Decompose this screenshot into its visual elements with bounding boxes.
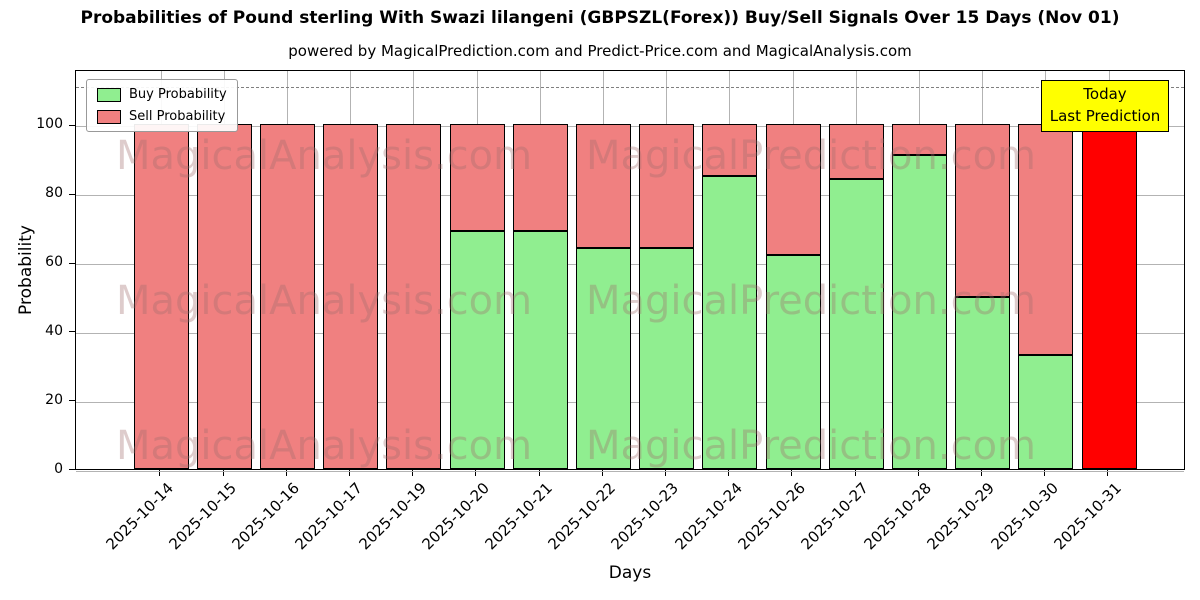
bar-segment-buy xyxy=(575,248,631,469)
legend-label-sell: Sell Probability xyxy=(129,109,226,124)
y-tick-mark xyxy=(69,469,75,471)
today-annotation-line2: Last Prediction xyxy=(1049,106,1161,125)
legend-swatch-sell xyxy=(97,109,121,124)
bar-segment-sell xyxy=(259,124,315,469)
bar-segment-sell xyxy=(1018,124,1074,356)
x-tick-label: 2025-10-15 xyxy=(165,479,240,554)
x-axis-label: Days xyxy=(608,563,652,583)
y-tick-mark xyxy=(69,400,75,402)
x-tick-label: 2025-10-19 xyxy=(355,479,430,554)
gridline-h xyxy=(76,470,1184,472)
x-tick-mark xyxy=(728,470,730,476)
x-tick-mark xyxy=(285,470,287,476)
today-annotation: Today Last Prediction xyxy=(1041,80,1169,132)
x-tick-label: 2025-10-21 xyxy=(481,479,556,554)
x-tick-mark xyxy=(665,470,666,476)
x-tick-label: 2025-10-26 xyxy=(734,479,809,554)
x-tick-label: 2025-10-28 xyxy=(860,479,936,554)
y-tick-label: 80 xyxy=(45,185,63,202)
bar-segment-buy xyxy=(1018,355,1074,469)
plot-area: Buy Probability Sell Probability Today L… xyxy=(75,70,1185,472)
y-tick-mark xyxy=(69,193,75,195)
x-tick-mark xyxy=(538,470,540,476)
x-tick-label: 2025-10-23 xyxy=(607,479,683,554)
x-tick-label: 2025-10-16 xyxy=(228,479,304,554)
bar-segment-sell xyxy=(196,124,252,469)
dashed-guide-line xyxy=(76,87,1184,89)
x-tick-label: 2025-10-20 xyxy=(418,479,493,554)
y-tick-label: 60 xyxy=(45,254,63,271)
bar-segment-buy xyxy=(512,231,568,469)
x-tick-label: 2025-10-31 xyxy=(1050,479,1125,554)
bar-segment-buy xyxy=(702,175,758,469)
x-tick-mark xyxy=(349,470,350,476)
y-tick-mark xyxy=(69,262,75,264)
bar-segment-buy xyxy=(828,179,884,469)
bar-segment-sell xyxy=(639,124,695,249)
y-tick-label: 20 xyxy=(45,392,63,409)
x-tick-label: 2025-10-14 xyxy=(102,479,177,554)
x-tick-label: 2025-10-24 xyxy=(671,479,746,554)
bar-segment-sell xyxy=(323,124,379,469)
x-tick-label: 2025-10-22 xyxy=(544,479,620,554)
bar-segment-sell xyxy=(575,124,631,249)
y-tick-mark xyxy=(69,331,75,333)
y-tick-label: 0 xyxy=(54,461,63,477)
y-tick-mark xyxy=(69,124,75,126)
bar-segment-sell xyxy=(133,124,189,469)
legend-label-buy: Buy Probability xyxy=(129,87,227,102)
y-tick-label: 40 xyxy=(45,323,63,340)
x-tick-label: 2025-10-29 xyxy=(923,479,999,554)
x-tick-mark xyxy=(981,470,982,476)
bar-segment-sell xyxy=(955,124,1011,297)
bar-segment-buy xyxy=(955,296,1011,469)
x-tick-mark xyxy=(1107,470,1109,476)
bar-segment-sell xyxy=(449,124,505,232)
bar-segment-sell xyxy=(512,124,568,232)
x-tick-mark xyxy=(601,470,603,476)
x-tick-mark xyxy=(412,470,414,476)
x-tick-mark xyxy=(917,470,919,476)
x-tick-mark xyxy=(854,470,856,476)
bar-segment-sell xyxy=(828,124,884,180)
chart-subtitle: powered by MagicalPrediction.com and Pre… xyxy=(288,42,912,60)
x-tick-label: 2025-10-30 xyxy=(987,479,1062,554)
x-tick-mark xyxy=(475,470,477,476)
x-tick-label: 2025-10-17 xyxy=(291,479,367,554)
chart-title: Probabilities of Pound sterling With Swa… xyxy=(80,8,1120,28)
legend-swatch-buy xyxy=(97,87,121,102)
legend-entry-buy: Buy Probability xyxy=(97,87,227,102)
legend-entry-sell: Sell Probability xyxy=(97,109,227,124)
x-tick-mark xyxy=(222,470,224,476)
bar-segment-buy xyxy=(765,255,821,469)
bar-segment-buy xyxy=(639,248,695,469)
x-tick-mark xyxy=(1044,470,1046,476)
x-tick-mark xyxy=(791,470,793,476)
x-tick-mark xyxy=(159,470,161,476)
bar-segment-sell xyxy=(386,124,442,469)
legend: Buy Probability Sell Probability xyxy=(86,79,238,132)
bar-today xyxy=(1081,124,1137,469)
y-tick-label: 100 xyxy=(36,116,63,133)
bar-segment-buy xyxy=(449,231,505,469)
bar-segment-sell xyxy=(765,124,821,256)
bar-segment-buy xyxy=(891,155,947,469)
today-annotation-line1: Today xyxy=(1083,85,1127,103)
bar-segment-sell xyxy=(891,124,947,156)
bar-segment-sell xyxy=(702,124,758,176)
x-tick-label: 2025-10-27 xyxy=(797,479,872,554)
